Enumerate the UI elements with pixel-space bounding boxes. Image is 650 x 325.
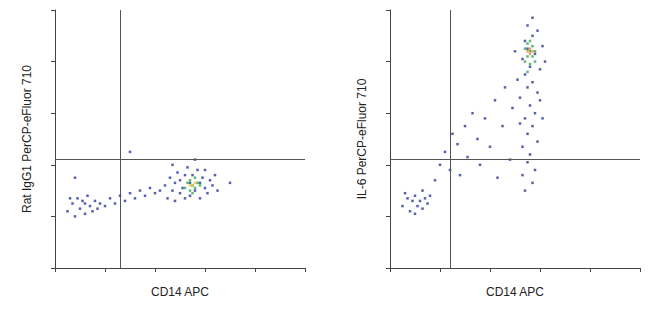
svg-text:CD14 APC: CD14 APC [486,285,544,299]
svg-text:Rat IgG1 PerCP-eFluor 710: Rat IgG1 PerCP-eFluor 710 [20,65,34,213]
svg-text:IL-6 PerCP-eFluor 710: IL-6 PerCP-eFluor 710 [355,78,369,199]
svg-text:CD14 APC: CD14 APC [151,285,209,299]
